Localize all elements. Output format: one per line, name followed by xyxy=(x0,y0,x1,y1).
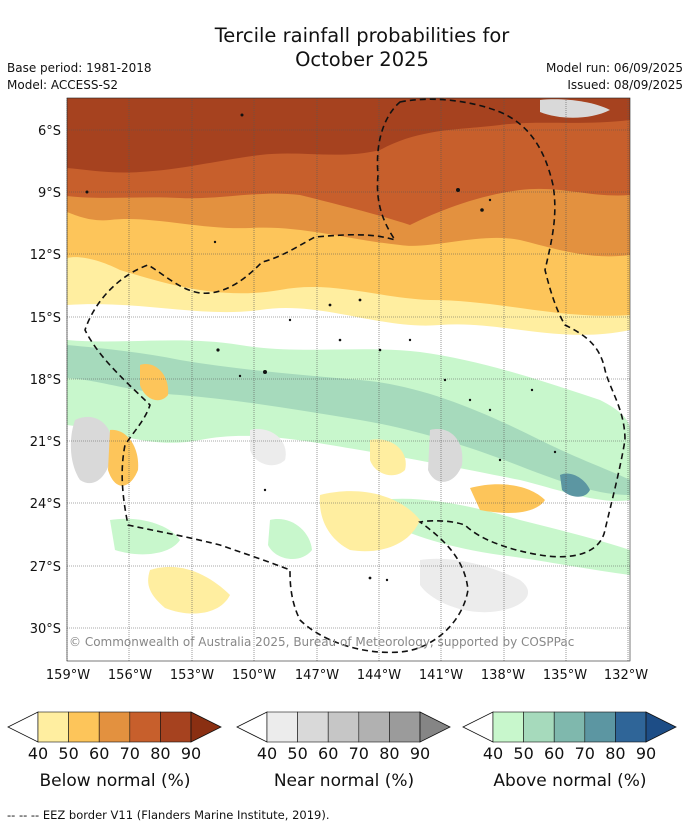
base-period: Base period: 1981-2018 xyxy=(7,61,152,75)
legend-tick-label: 90 xyxy=(636,744,656,763)
lon-label: 150°W xyxy=(232,668,276,683)
lon-label: 141°W xyxy=(419,668,463,683)
legend-swatch xyxy=(389,711,421,743)
legend-tick-label: 90 xyxy=(410,744,430,763)
legend-swatch xyxy=(523,711,555,743)
lat-label: 12°S xyxy=(30,248,61,263)
legend-arrow-high xyxy=(190,711,222,743)
legend-tick-label: 50 xyxy=(287,744,307,763)
lon-label: 153°W xyxy=(170,668,214,683)
legend-swatch xyxy=(492,711,524,743)
legend-tick-label: 40 xyxy=(28,744,48,763)
legend-title-below: Below normal (%) xyxy=(39,771,191,791)
lat-label: 30°S xyxy=(30,622,61,637)
issued-date: Issued: 08/09/2025 xyxy=(567,78,683,92)
lat-labels: 6°S 9°S 12°S 15°S 18°S 21°S 24°S 27°S 30… xyxy=(30,124,61,637)
legend-swatch xyxy=(327,711,360,743)
model-run: Model run: 06/09/2025 xyxy=(545,61,683,75)
lat-label: 27°S xyxy=(30,560,61,575)
title-line-1: Tercile rainfall probabilities for xyxy=(214,24,510,47)
legend-layer: 40 50 60 70 80 90 40 50 60 70 80 90 40 50 60 70 80 90 xyxy=(7,711,677,763)
copyright-text: © Commonwealth of Australia 2025, Bureau… xyxy=(69,635,574,649)
lon-label: 156°W xyxy=(108,668,152,683)
legend-arrow-low xyxy=(462,711,494,743)
legend-swatch xyxy=(160,711,192,743)
legend-arrow-low xyxy=(7,711,39,743)
island-markers xyxy=(85,113,557,582)
map-title: Tercile rainfall probabilities for Octob… xyxy=(0,24,690,72)
lon-label: 138°W xyxy=(481,668,525,683)
lon-label: 132°W xyxy=(604,668,648,683)
legend-swatch xyxy=(584,711,616,743)
legend-swatch xyxy=(553,711,586,743)
legend-arrow-high xyxy=(419,711,451,743)
legend-swatch xyxy=(98,711,131,743)
legend-tick-label: 80 xyxy=(605,744,625,763)
legend-above: 40 50 60 70 80 90 xyxy=(462,711,677,763)
lat-label: 18°S xyxy=(30,373,61,388)
lon-label: 147°W xyxy=(295,668,339,683)
legend-swatch xyxy=(266,711,298,743)
legend-tick-label: 80 xyxy=(379,744,399,763)
legend-tick-label: 40 xyxy=(483,744,503,763)
lat-label: 6°S xyxy=(38,124,61,139)
map-frame xyxy=(66,97,631,662)
legend-tick-label: 70 xyxy=(120,744,140,763)
legend-swatch xyxy=(358,711,390,743)
lat-label: 24°S xyxy=(30,497,61,512)
eez-border xyxy=(84,98,626,654)
legend-tick-label: 90 xyxy=(181,744,201,763)
meta-left: Base period: 1981-2018 Model: ACCESS-S2 xyxy=(7,60,152,94)
legend-arrow-high xyxy=(645,711,677,743)
legend-tick-label: 60 xyxy=(318,744,338,763)
legend-swatch xyxy=(297,711,329,743)
legend-arrow-low xyxy=(236,711,268,743)
legend-below: 40 50 60 70 80 90 xyxy=(7,711,222,763)
legend-near: 40 50 60 70 80 90 xyxy=(236,711,451,763)
legend-tick-label: 70 xyxy=(349,744,369,763)
lon-label: 159°W xyxy=(46,668,90,683)
legend-tick-label: 60 xyxy=(89,744,109,763)
lat-label: 15°S xyxy=(30,311,61,326)
meta-right: Model run: 06/09/2025 Issued: 08/09/2025 xyxy=(546,60,683,94)
title-line-2: October 2025 xyxy=(295,48,429,71)
lat-label: 21°S xyxy=(30,435,61,450)
legend-title-above: Above normal (%) xyxy=(493,771,647,791)
lat-label: 9°S xyxy=(38,186,61,201)
legend-swatch xyxy=(129,711,161,743)
legend-tick-label: 40 xyxy=(257,744,277,763)
map-fill-layer xyxy=(67,98,630,661)
legend-swatch xyxy=(37,711,69,743)
lon-label: 144°W xyxy=(357,668,401,683)
legend-tick-label: 60 xyxy=(544,744,564,763)
legend-swatch xyxy=(615,711,647,743)
lon-label: 135°W xyxy=(543,668,587,683)
legend-tick-label: 50 xyxy=(58,744,78,763)
eez-footnote: -- -- -- EEZ border V11 (Flanders Marine… xyxy=(7,808,330,822)
legend-tick-label: 80 xyxy=(150,744,170,763)
model-name: Model: ACCESS-S2 xyxy=(7,78,119,92)
legend-swatch xyxy=(68,711,100,743)
lon-labels: 159°W 156°W 153°W 150°W 147°W 144°W 141°… xyxy=(46,668,648,683)
legend-title-near: Near normal (%) xyxy=(273,771,415,791)
legend-tick-label: 70 xyxy=(575,744,595,763)
legend-tick-label: 50 xyxy=(513,744,533,763)
